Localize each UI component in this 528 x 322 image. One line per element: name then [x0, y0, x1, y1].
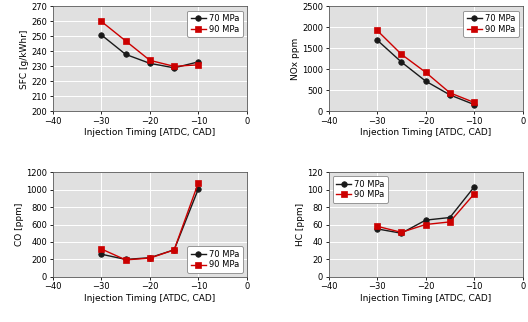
90 MPa [147, 58, 153, 62]
70 MPa [374, 38, 380, 42]
90 MPa [447, 91, 453, 95]
Line: 90 MPa: 90 MPa [374, 28, 477, 105]
Legend: 70 MPa, 90 MPa: 70 MPa, 90 MPa [333, 176, 388, 203]
90 MPa [398, 52, 404, 56]
70 MPa [98, 252, 105, 256]
90 MPa [422, 223, 429, 226]
70 MPa [147, 62, 153, 65]
Y-axis label: CO [ppm]: CO [ppm] [15, 203, 24, 246]
X-axis label: Injection Timing [ATDC, CAD]: Injection Timing [ATDC, CAD] [360, 128, 491, 137]
70 MPa [122, 52, 129, 56]
Legend: 70 MPa, 90 MPa: 70 MPa, 90 MPa [463, 11, 518, 37]
90 MPa [422, 70, 429, 74]
90 MPa [398, 231, 404, 234]
70 MPa [171, 248, 177, 252]
90 MPa [374, 224, 380, 228]
90 MPa [374, 28, 380, 32]
90 MPa [471, 192, 477, 196]
70 MPa [195, 187, 202, 191]
90 MPa [147, 256, 153, 260]
70 MPa [374, 227, 380, 231]
90 MPa [122, 258, 129, 262]
90 MPa [171, 64, 177, 68]
70 MPa [422, 218, 429, 222]
Line: 90 MPa: 90 MPa [99, 180, 201, 263]
Line: 70 MPa: 70 MPa [99, 186, 201, 262]
Y-axis label: NOx ppm: NOx ppm [291, 38, 300, 80]
90 MPa [195, 63, 202, 67]
70 MPa [447, 216, 453, 220]
90 MPa [195, 181, 202, 185]
X-axis label: Injection Timing [ATDC, CAD]: Injection Timing [ATDC, CAD] [360, 294, 491, 303]
Y-axis label: HC [ppm]: HC [ppm] [296, 203, 305, 246]
X-axis label: Injection Timing [ATDC, CAD]: Injection Timing [ATDC, CAD] [84, 128, 215, 137]
70 MPa [471, 103, 477, 107]
Y-axis label: SFC [g/kWhr]: SFC [g/kWhr] [20, 29, 29, 89]
Line: 70 MPa: 70 MPa [99, 32, 201, 71]
X-axis label: Injection Timing [ATDC, CAD]: Injection Timing [ATDC, CAD] [84, 294, 215, 303]
70 MPa [98, 33, 105, 37]
90 MPa [171, 248, 177, 252]
90 MPa [471, 100, 477, 104]
70 MPa [398, 231, 404, 235]
Line: 70 MPa: 70 MPa [374, 37, 477, 107]
70 MPa [147, 256, 153, 260]
70 MPa [422, 79, 429, 83]
70 MPa [195, 60, 202, 64]
Line: 90 MPa: 90 MPa [99, 19, 201, 69]
90 MPa [98, 20, 105, 24]
Line: 70 MPa: 70 MPa [374, 184, 477, 236]
70 MPa [171, 66, 177, 70]
70 MPa [471, 185, 477, 189]
90 MPa [447, 220, 453, 224]
70 MPa [122, 258, 129, 261]
Line: 90 MPa: 90 MPa [374, 191, 477, 235]
Legend: 70 MPa, 90 MPa: 70 MPa, 90 MPa [187, 246, 243, 273]
90 MPa [98, 247, 105, 251]
90 MPa [122, 39, 129, 43]
70 MPa [447, 93, 453, 97]
70 MPa [398, 60, 404, 64]
Legend: 70 MPa, 90 MPa: 70 MPa, 90 MPa [187, 11, 243, 37]
